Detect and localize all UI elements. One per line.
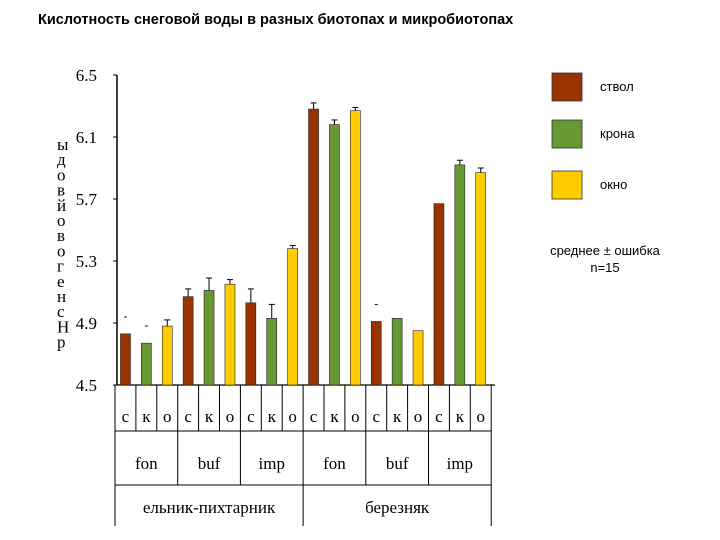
stats-note: среднее ± ошибка n=15 — [520, 242, 690, 276]
y-tick-label: 6.1 — [76, 128, 97, 147]
x-subcategory-label: с — [122, 407, 130, 426]
bar — [141, 342, 152, 386]
legend-label-gap: окно — [600, 177, 628, 192]
bar — [475, 172, 487, 386]
y-axis-label-char: е — [57, 272, 65, 291]
y-axis-label-char: с — [57, 302, 65, 321]
bar — [454, 164, 466, 386]
bar-mark: - — [123, 309, 127, 323]
x-subcategory-label: с — [247, 407, 255, 426]
x-subcategory-label: о — [288, 407, 297, 426]
y-axis-label-char: Н — [57, 317, 69, 336]
bar — [391, 318, 403, 386]
stats-note-line-1: среднее ± ошибка — [550, 243, 660, 258]
legend-swatch — [551, 72, 583, 102]
bar-mark: - — [144, 318, 148, 332]
legend-label-crown: крона — [600, 126, 635, 141]
y-axis-label-char: н — [57, 287, 66, 306]
y-axis-label-char: о — [57, 165, 66, 184]
y-axis-label-char: г — [57, 257, 64, 276]
x-group-label: buf — [198, 454, 221, 473]
bar — [350, 110, 361, 386]
y-axis-label-char: р — [57, 333, 66, 352]
legend-label-trunk: ствол — [600, 79, 634, 94]
x-subcategory-label: с — [184, 407, 192, 426]
y-axis-label-char: о — [57, 241, 66, 260]
x-group-label: fon — [135, 454, 158, 473]
x-subcategory-label: о — [414, 407, 423, 426]
x-subcategory-label: о — [226, 407, 235, 426]
y-tick-label: 5.3 — [76, 252, 97, 271]
x-subcategory-label: к — [456, 407, 465, 426]
bar — [433, 203, 445, 386]
y-tick-label: 5.7 — [76, 190, 98, 209]
bar — [224, 283, 236, 386]
x-group-label: imp — [259, 454, 285, 473]
bar — [182, 296, 194, 386]
x-subcategory-label: о — [351, 407, 360, 426]
x-biotope-label: березняк — [365, 498, 430, 517]
x-biotope-label: ельник-пихтарник — [143, 498, 276, 517]
legend-swatch — [551, 170, 583, 200]
x-subcategory-label: к — [393, 407, 402, 426]
x-subcategory-label: с — [372, 407, 380, 426]
bar — [203, 290, 215, 386]
bar — [370, 321, 382, 386]
x-group-label: imp — [447, 454, 473, 473]
x-subcategory-label: к — [142, 407, 151, 426]
y-axis-label-char: о — [57, 211, 66, 230]
x-group-label: fon — [323, 454, 346, 473]
y-tick-label: 4.9 — [76, 314, 97, 333]
bar — [161, 325, 173, 386]
bar — [329, 124, 340, 386]
y-tick-label: 6.5 — [76, 66, 97, 85]
y-axis-label-char: ы — [57, 135, 69, 154]
legend-swatch — [551, 119, 583, 149]
x-subcategory-label: к — [268, 407, 277, 426]
bar — [287, 248, 298, 386]
x-subcategory-label: к — [205, 407, 214, 426]
y-axis-label-char: в — [57, 226, 65, 245]
bar — [245, 302, 257, 386]
bar — [412, 330, 424, 386]
y-axis-label-char: й — [57, 196, 66, 215]
x-subcategory-label: к — [330, 407, 339, 426]
bar-mark: - — [374, 296, 378, 310]
chart-title: Кислотность снеговой воды в разных биото… — [38, 12, 514, 28]
x-subcategory-label: о — [477, 407, 486, 426]
x-subcategory-label: с — [435, 407, 443, 426]
y-axis-label-char: в — [57, 181, 65, 200]
bar — [120, 333, 131, 386]
y-tick-label: 4.5 — [76, 376, 97, 395]
x-subcategory-label: с — [310, 407, 318, 426]
stats-note-line-2: n=15 — [590, 260, 620, 275]
y-axis-label-char: д — [57, 150, 66, 169]
bar — [266, 318, 278, 386]
x-group-label: buf — [386, 454, 409, 473]
bar — [308, 108, 319, 386]
x-subcategory-label: о — [163, 407, 172, 426]
